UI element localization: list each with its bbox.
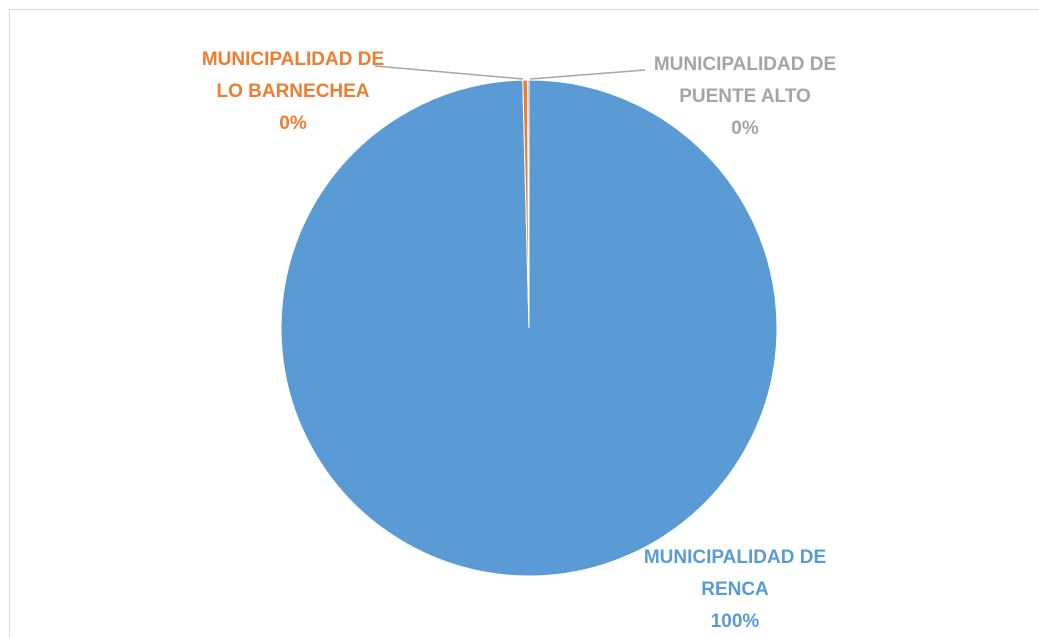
category-name: MUNICIPALIDAD DE RENCA [640,542,830,606]
percent-label: 0% [198,108,388,140]
percent-label: 0% [645,113,845,145]
percent-label: 100% [640,606,830,638]
category-name: MUNICIPALIDAD DE PUENTE ALTO [645,49,845,113]
leader-line [530,70,645,79]
leader-line [375,66,523,79]
category-name: MUNICIPALIDAD DE LO BARNECHEA [198,44,388,108]
